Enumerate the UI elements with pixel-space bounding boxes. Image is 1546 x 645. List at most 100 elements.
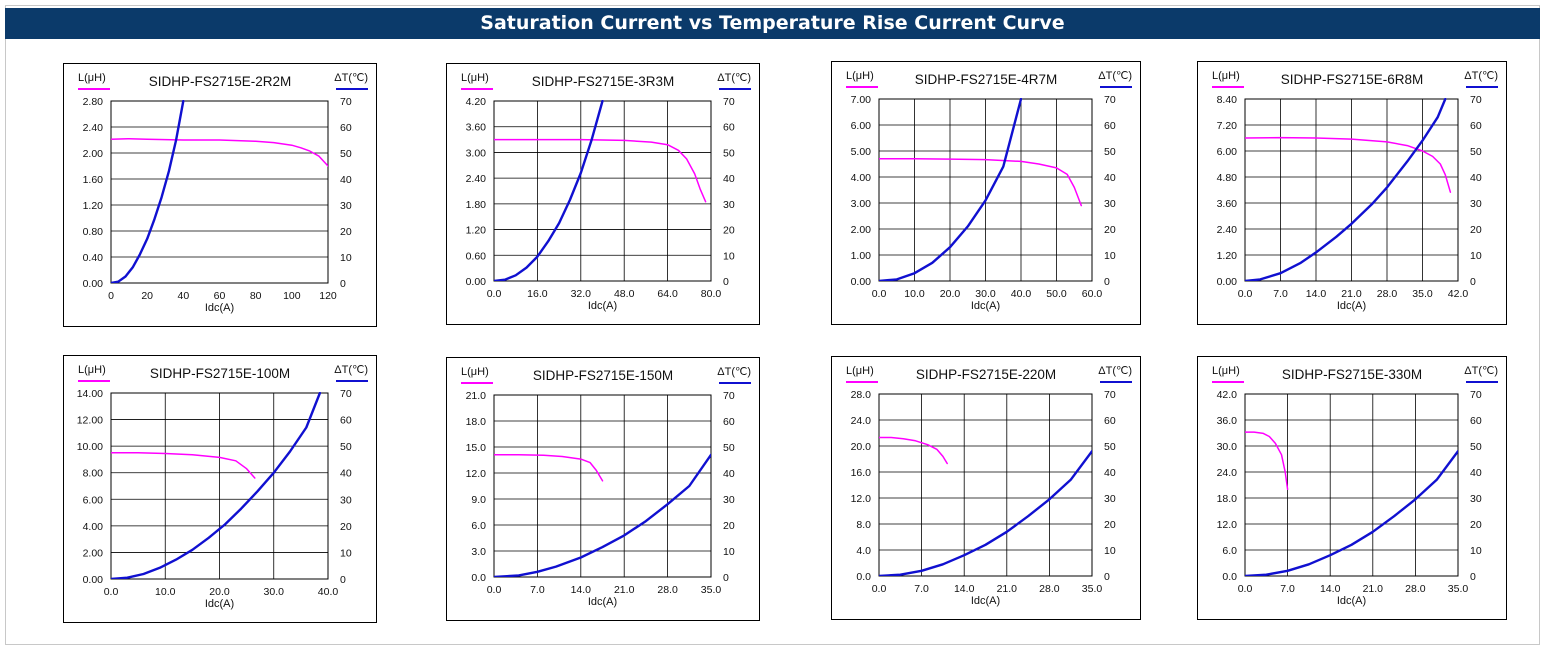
x-tick-label: 7.0 — [1280, 583, 1295, 595]
y-tick-label: 0.0 — [1222, 571, 1237, 583]
plot-area — [110, 392, 329, 580]
y-tick-label: 6.0 — [471, 520, 486, 532]
y-tick-label: 16.0 — [851, 467, 872, 479]
y2-tick-label: 20 — [1104, 519, 1116, 531]
y-tick-label: 2.80 — [83, 96, 104, 108]
x-tick-label: 30.0 — [975, 288, 996, 300]
chart-svg: SIDHP-FS2715E-100M L(μH) ΔT(℃) 0.0 10.0 20.0 3… — [77, 364, 368, 610]
y-tick-label: 28.0 — [851, 389, 872, 401]
x-tick-label: 35.0 — [701, 584, 722, 596]
x-tick-label: 14.0 — [1306, 288, 1327, 300]
plot-area — [1244, 98, 1459, 282]
y2-tick-label: 0 — [1470, 276, 1476, 288]
x-tick-label: 64.0 — [657, 288, 678, 300]
y2-tick-label: 70 — [340, 96, 352, 108]
y2-tick-label: 50 — [1470, 441, 1482, 453]
temperature-rise-line — [111, 100, 185, 283]
temperature-rise-line — [494, 100, 604, 281]
left-axis-label: L(μH) — [1212, 70, 1240, 82]
left-axis-label: L(μH) — [846, 365, 874, 377]
y2-tick-label: 20 — [1470, 224, 1482, 236]
y-tick-label: 24.0 — [1217, 467, 1238, 479]
x-tick-label: 60.0 — [1082, 288, 1103, 300]
y2-tick-label: 70 — [1470, 389, 1482, 401]
y-tick-label: 6.00 — [1217, 146, 1238, 158]
y-tick-label: 2.40 — [1217, 224, 1238, 236]
temperature-rise-line — [494, 453, 711, 577]
x-tick-label: 80 — [250, 290, 262, 302]
y-tick-label: 4.80 — [1217, 172, 1238, 184]
y2-tick-label: 50 — [340, 148, 352, 160]
right-axis-label: ΔT(℃) — [334, 364, 368, 376]
y-tick-label: 1.00 — [851, 250, 872, 262]
y2-tick-label: 40 — [723, 173, 735, 185]
right-axis-label: ΔT(℃) — [1098, 365, 1132, 377]
y-tick-label: 0.00 — [83, 574, 104, 586]
x-tick-label: 7.0 — [914, 583, 929, 595]
x-tick-label: 60 — [214, 290, 226, 302]
x-tick-label: 50.0 — [1046, 288, 1067, 300]
plot-area — [110, 100, 329, 284]
chart-title: SIDHP-FS2715E-150M — [533, 368, 673, 383]
y2-tick-label: 20 — [340, 521, 352, 533]
y-tick-label: 8.0 — [856, 519, 871, 531]
x-axis-label: Idc(A) — [205, 302, 234, 314]
x-tick-label: 16.0 — [527, 288, 548, 300]
y-tick-label: 0.80 — [83, 226, 104, 238]
y2-tick-label: 20 — [1104, 224, 1116, 236]
y-tick-label: 3.00 — [466, 147, 487, 159]
x-tick-label: 35.0 — [1448, 583, 1469, 595]
left-axis-label: L(μH) — [1212, 365, 1240, 377]
right-axis-label: ΔT(℃) — [1098, 70, 1132, 82]
y-tick-label: 20.0 — [851, 441, 872, 453]
x-tick-label: 21.0 — [614, 584, 635, 596]
y2-tick-label: 40 — [1470, 467, 1482, 479]
y-tick-label: 1.20 — [466, 225, 487, 237]
chart-panel-220m: SIDHP-FS2715E-220M L(μH) ΔT(℃) 0.0 7.0 14.0 21… — [831, 356, 1141, 620]
y-tick-label: 2.40 — [83, 122, 104, 134]
y-tick-label: 8.00 — [83, 468, 104, 480]
y2-tick-label: 0 — [1104, 276, 1110, 288]
chart-svg: SIDHP-FS2715E-330M L(μH) ΔT(℃) 0.0 7.0 14.0 21… — [1212, 365, 1498, 607]
y-tick-label: 3.60 — [1217, 198, 1238, 210]
x-tick-label: 21.0 — [1341, 288, 1362, 300]
y2-tick-label: 0 — [340, 278, 346, 290]
x-tick-label: 20 — [141, 290, 153, 302]
y-tick-label: 6.00 — [851, 120, 872, 132]
chart-title: SIDHP-FS2715E-220M — [916, 367, 1056, 382]
chart-panel-330m: SIDHP-FS2715E-330M L(μH) ΔT(℃) 0.0 7.0 14.0 21… — [1197, 356, 1507, 620]
y-tick-label: 0.0 — [471, 572, 486, 584]
inductance-line — [879, 158, 1083, 207]
y2-tick-label: 40 — [1470, 172, 1482, 184]
x-tick-label: 10.0 — [904, 288, 925, 300]
y-tick-label: 6.00 — [83, 494, 104, 506]
y2-tick-label: 70 — [1470, 94, 1482, 106]
y2-tick-label: 20 — [340, 226, 352, 238]
x-tick-label: 28.0 — [657, 584, 678, 596]
y-tick-label: 4.0 — [856, 545, 871, 557]
y2-tick-label: 40 — [723, 468, 735, 480]
y2-tick-label: 0 — [340, 574, 346, 586]
x-tick-label: 35.0 — [1412, 288, 1433, 300]
right-axis-label: ΔT(℃) — [1464, 365, 1498, 377]
y2-tick-label: 60 — [723, 416, 735, 428]
x-tick-label: 14.0 — [954, 583, 975, 595]
x-tick-label: 7.0 — [530, 584, 545, 596]
y2-tick-label: 0 — [723, 276, 729, 288]
y2-tick-label: 10 — [723, 546, 735, 558]
x-axis-label: Idc(A) — [1337, 595, 1366, 607]
y-tick-label: 21.0 — [466, 390, 487, 402]
y-tick-label: 3.00 — [851, 198, 872, 210]
y2-tick-label: 10 — [1470, 250, 1482, 262]
y2-tick-label: 0 — [1104, 571, 1110, 583]
x-tick-label: 14.0 — [1320, 583, 1341, 595]
y2-tick-label: 70 — [723, 96, 735, 108]
x-tick-label: 20.0 — [209, 586, 230, 598]
y-tick-label: 0.00 — [851, 276, 872, 288]
y2-tick-label: 70 — [340, 388, 352, 400]
y-tick-label: 1.60 — [83, 174, 104, 186]
y2-tick-label: 0 — [723, 572, 729, 584]
x-tick-label: 28.0 — [1039, 583, 1060, 595]
x-tick-label: 10.0 — [155, 586, 176, 598]
